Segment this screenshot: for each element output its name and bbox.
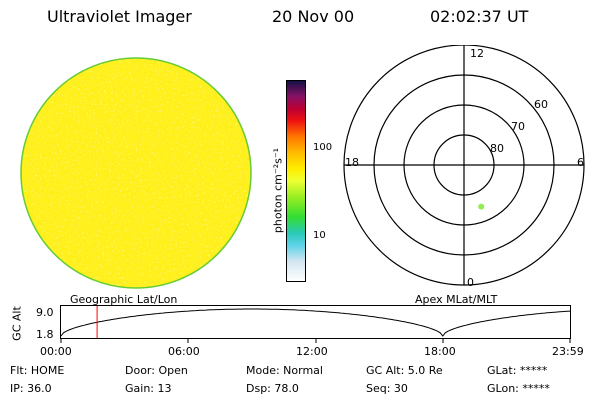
uvi-image-disk — [20, 57, 252, 289]
disk-edge — [20, 57, 252, 289]
image-time: 02:02:37 UT — [430, 7, 529, 26]
instrument-title: Ultraviolet Imager — [47, 7, 192, 26]
status-seq: Seq: 30 — [366, 382, 408, 395]
status-door: Door: Open — [125, 364, 188, 377]
orbit-altitude-curve — [60, 308, 571, 337]
status-glat: GLat: ***** — [487, 364, 548, 377]
mlt-label-0: 0 — [467, 276, 474, 289]
orbit-y-tick-max: 9.0 — [36, 306, 54, 319]
status-dsp: Dsp: 78.0 — [246, 382, 299, 395]
mlat-label-80: 80 — [490, 142, 504, 155]
mlat-label-60: 60 — [534, 98, 548, 111]
polar-data-point — [478, 203, 485, 210]
orbit-y-label: GC Alt — [10, 306, 24, 341]
colorbar-tick-100: 100 — [313, 142, 333, 153]
orbit-x-tick-1200: 12:00 — [296, 345, 328, 358]
status-mode: Mode: Normal — [246, 364, 323, 377]
orbit-x-tick-2359: 23:59 — [552, 345, 584, 358]
orbit-altitude-plot — [60, 305, 571, 343]
orbit-right-title: Apex MLat/MLT — [415, 293, 498, 306]
mlt-label-18: 18 — [345, 156, 359, 169]
colorbar-tick-10: 10 — [313, 230, 326, 241]
status-ip: IP: 36.0 — [10, 382, 52, 395]
mlt-label-12: 12 — [470, 47, 484, 60]
orbit-left-title: Geographic Lat/Lon — [70, 293, 178, 306]
color-scale-bar — [286, 80, 306, 282]
mlt-label-6: 6 — [577, 156, 584, 169]
orbit-x-tick-1800: 18:00 — [424, 345, 456, 358]
orbit-y-tick-min: 1.8 — [36, 328, 54, 341]
colorbar-unit-label: photon cm⁻²s⁻¹ — [271, 147, 285, 234]
status-gc-alt: GC Alt: 5.0 Re — [366, 364, 443, 377]
polar-plot — [343, 45, 585, 286]
orbit-x-tick-0600: 06:00 — [168, 345, 200, 358]
status-flt: Flt: HOME — [10, 364, 65, 377]
mlat-label-70: 70 — [511, 120, 525, 133]
orbit-x-tick-0000: 00:00 — [40, 345, 72, 358]
image-date: 20 Nov 00 — [272, 7, 355, 26]
status-glon: GLon: ***** — [487, 382, 550, 395]
status-gain: Gain: 13 — [125, 382, 172, 395]
orbit-frame — [60, 305, 571, 339]
orbit-x-ticks — [60, 338, 571, 343]
